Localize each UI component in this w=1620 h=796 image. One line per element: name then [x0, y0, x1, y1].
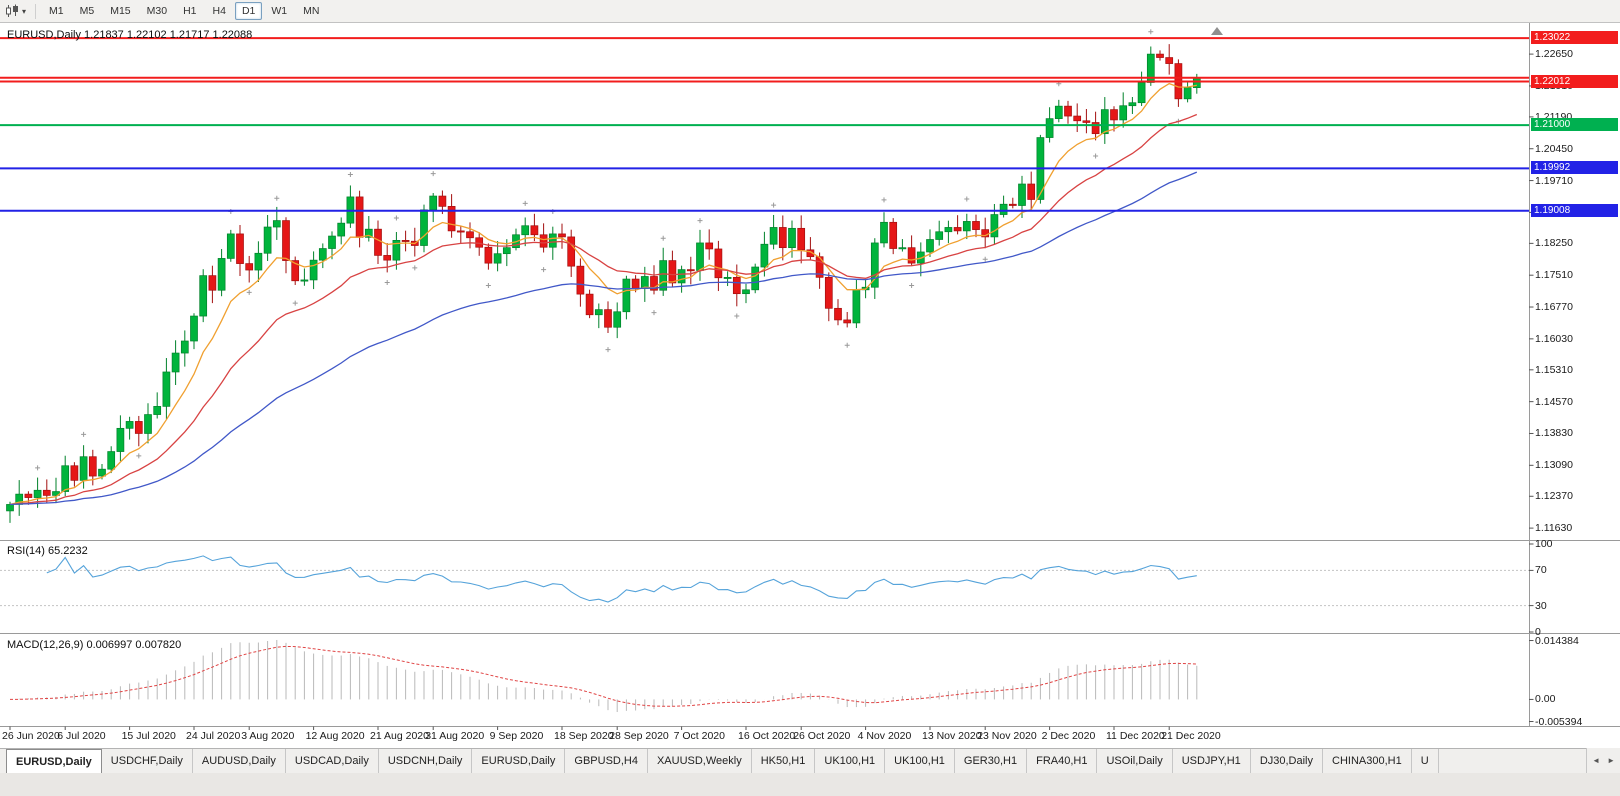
price-axis-label: 1.22650 — [1535, 48, 1573, 61]
chart-type-caret-icon[interactable]: ▾ — [22, 6, 27, 16]
price-axis-label: 1.13090 — [1535, 459, 1573, 472]
price-axis-label: 1.13830 — [1535, 427, 1573, 440]
timeframe-button-m30[interactable]: M30 — [146, 5, 168, 17]
timeframe-button-d1[interactable]: D1 — [234, 2, 263, 20]
price-axis-label: 1.11630 — [1535, 522, 1573, 535]
price-axis-label: 1.16030 — [1535, 332, 1573, 345]
price-axis-label: 1.15310 — [1535, 363, 1573, 376]
timeframe-button-h1[interactable]: H1 — [183, 5, 197, 17]
chart-symbol-period: EURUSD,Daily — [7, 29, 81, 41]
date-axis-label: 31 Aug 2020 — [425, 730, 485, 742]
date-axis-label: 16 Oct 2020 — [738, 730, 796, 742]
rsi-axis-label: 0 — [1535, 626, 1541, 638]
chart-shift-marker[interactable] — [1211, 27, 1223, 35]
date-axis-label: 15 Jul 2020 — [121, 730, 176, 742]
chart-tab-hk50-h1[interactable]: HK50,H1 — [751, 749, 816, 773]
date-axis-label: 21 Aug 2020 — [370, 730, 429, 742]
date-axis-label: 26 Jun 2020 — [2, 730, 60, 742]
date-axis-label: 7 Oct 2020 — [673, 730, 725, 742]
toolbar-separator — [35, 3, 37, 19]
date-axis-label: 3 Aug 2020 — [241, 730, 295, 742]
ohlc-high: 1.22102 — [126, 29, 167, 41]
ma-line-ema8 — [9, 82, 1197, 506]
chart-type-icon[interactable] — [5, 4, 20, 18]
rsi-axis-label: 70 — [1535, 564, 1547, 577]
macd-label: MACD(12,26,9) 0.006997 0.007820 — [7, 639, 182, 651]
date-axis-label: 6 Jul 2020 — [57, 730, 106, 742]
ma-line-ema50 — [9, 171, 1198, 506]
macd-axis-label: -0.005394 — [1535, 715, 1583, 728]
chart-tab-audusd-daily[interactable]: AUDUSD,Daily — [192, 749, 286, 773]
timeframe-button-m15[interactable]: M15 — [110, 5, 131, 17]
chart-tab-eurusd-daily[interactable]: EURUSD,Daily — [6, 749, 102, 773]
chart-tab-u[interactable]: U — [1411, 749, 1439, 773]
price-axis-label: 1.20450 — [1535, 142, 1573, 155]
macd-axis-label: 0.014384 — [1535, 634, 1579, 647]
price-tag[interactable]: 1.21000 — [1531, 118, 1618, 132]
tab-scroll-right-icon[interactable]: ► — [1607, 756, 1615, 765]
timeframe-button-mn[interactable]: MN — [303, 5, 320, 17]
chart-tab-uk100-h1[interactable]: UK100,H1 — [815, 749, 886, 773]
date-axis-label: 24 Jul 2020 — [186, 730, 241, 742]
ma-line-ema20 — [9, 113, 1198, 506]
tab-scroll-arrows: ◄ ► — [1586, 748, 1620, 773]
ohlc-close: 1.22088 — [212, 29, 253, 41]
macd-histogram — [18, 639, 1198, 713]
chart-tab-usoil-daily[interactable]: USOil,Daily — [1097, 749, 1173, 773]
status-strip — [0, 773, 1620, 796]
macd-axis-label: 0.00 — [1535, 693, 1556, 706]
price-axis-label: 1.18250 — [1535, 237, 1573, 250]
date-axis-label: 4 Nov 2020 — [857, 730, 912, 742]
timeframe-button-m5[interactable]: M5 — [79, 5, 95, 17]
chart-tab-usdjpy-h1[interactable]: USDJPY,H1 — [1172, 749, 1251, 773]
price-axis-label: 1.14570 — [1535, 395, 1573, 408]
chart-tab-china300-h1[interactable]: CHINA300,H1 — [1323, 749, 1412, 773]
date-axis-label: 21 Dec 2020 — [1161, 730, 1221, 742]
rsi-axis-label: 30 — [1535, 599, 1547, 612]
chart-tab-fra40-h1[interactable]: FRA40,H1 — [1027, 749, 1098, 773]
macd-signal-line — [9, 645, 1197, 707]
price-axis-label: 1.16770 — [1535, 301, 1573, 314]
chart-tab-xauusd-weekly[interactable]: XAUUSD,Weekly — [647, 749, 752, 773]
date-axis-label: 13 Nov 2020 — [922, 730, 982, 742]
price-tag[interactable]: 1.19992 — [1531, 161, 1618, 175]
price-tag[interactable]: 1.19008 — [1531, 203, 1618, 217]
date-axis-label: 28 Sep 2020 — [609, 730, 669, 742]
chart-tab-usdchf-daily[interactable]: USDCHF,Daily — [101, 749, 193, 773]
chart-tab-ger30-h1[interactable]: GER30,H1 — [954, 749, 1028, 773]
ohlc-low: 1.21717 — [169, 29, 210, 41]
price-axis-label: 1.12370 — [1535, 490, 1573, 503]
date-axis-label: 2 Dec 2020 — [1041, 730, 1096, 742]
fractal-marks — [35, 29, 1181, 471]
chart-tab-eurusd-daily[interactable]: EURUSD,Daily — [472, 749, 566, 773]
chart-tab-usdcnh-daily[interactable]: USDCNH,Daily — [378, 749, 473, 773]
date-axis-label: 23 Nov 2020 — [977, 730, 1037, 742]
price-axis-label: 1.19710 — [1535, 174, 1573, 187]
chart-tab-dj30-daily[interactable]: DJ30,Daily — [1250, 749, 1323, 773]
rsi-line — [46, 555, 1197, 603]
chart-tab-uk100-h1[interactable]: UK100,H1 — [885, 749, 955, 773]
timeframe-button-group: M1 M5 M15 M30 H1 H4 D1 W1 MN — [41, 2, 327, 20]
chart-tab-usdcad-daily[interactable]: USDCAD,Daily — [285, 749, 379, 773]
date-axis-label: 11 Dec 2020 — [1106, 730, 1165, 742]
rsi-axis-label: 100 — [1535, 538, 1553, 550]
top-toolbar: ▾ M1 M5 M15 M30 H1 H4 D1 W1 MN — [0, 0, 1620, 23]
ohlc-open: 1.21837 — [84, 29, 124, 41]
timeframe-button-m1[interactable]: M1 — [49, 5, 64, 17]
chart-tab-bar: EURUSD,Daily USDCHF,Daily AUDUSD,Daily USDC… — [0, 748, 1620, 773]
timeframe-button-h4[interactable]: H4 — [212, 5, 226, 17]
chart-tab-gbpusd-h4[interactable]: GBPUSD,H4 — [565, 749, 648, 773]
date-axis-label: 18 Sep 2020 — [554, 730, 614, 742]
date-axis-label: 9 Sep 2020 — [489, 730, 544, 742]
price-tag[interactable]: 1.22012 — [1531, 74, 1618, 88]
date-axis-label: 12 Aug 2020 — [305, 730, 365, 742]
rsi-label: RSI(14) 65.2232 — [7, 545, 88, 557]
price-axis-label: 1.17510 — [1535, 269, 1573, 282]
date-axis-label: 26 Oct 2020 — [793, 730, 851, 742]
price-tag[interactable]: 1.23022 — [1531, 31, 1618, 45]
chart-title: EURUSD,Daily 1.21837 1.22102 1.21717 1.2… — [7, 29, 252, 41]
timeframe-button-w1[interactable]: W1 — [271, 5, 288, 17]
tab-scroll-left-icon[interactable]: ◄ — [1592, 756, 1601, 765]
